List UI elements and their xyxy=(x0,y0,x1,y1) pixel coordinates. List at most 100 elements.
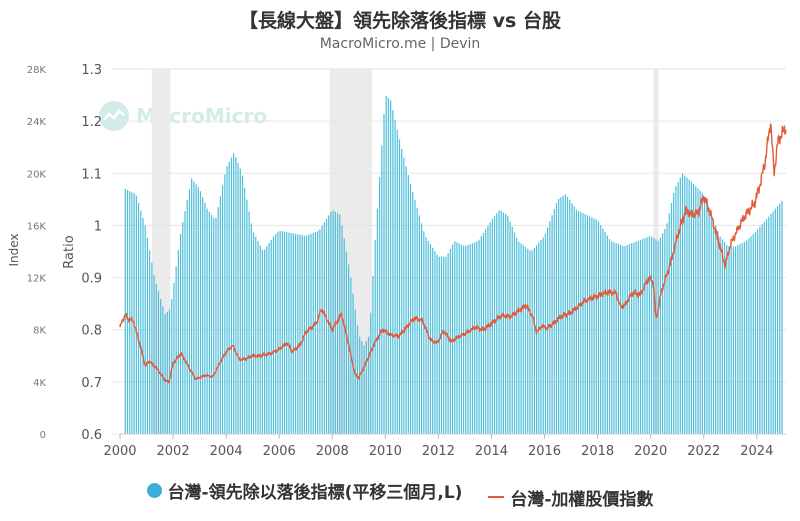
bar xyxy=(577,210,580,434)
bar xyxy=(480,236,482,434)
bar xyxy=(781,200,783,434)
y-right-tick-label: 0.8 xyxy=(81,324,102,339)
bar xyxy=(257,241,259,434)
bar xyxy=(383,113,385,435)
bar xyxy=(235,157,237,435)
bar xyxy=(613,242,615,434)
bar xyxy=(655,239,657,434)
bar xyxy=(290,232,292,434)
bar xyxy=(370,312,372,434)
bar xyxy=(166,311,168,434)
bar xyxy=(549,221,551,434)
bar xyxy=(496,213,498,434)
bar xyxy=(237,162,239,434)
bar xyxy=(241,175,244,434)
bar xyxy=(378,176,381,434)
legend-item-leading-lagging[interactable]: 台灣-領先除以落後指標(平移三個月,L) xyxy=(146,478,463,503)
bar xyxy=(690,181,692,434)
legend-label-taiex: 台灣-加權股價指數 xyxy=(510,489,654,510)
bar xyxy=(558,198,560,434)
bar xyxy=(179,233,182,434)
bar xyxy=(460,244,463,434)
bar xyxy=(392,110,394,434)
y-left-tick-label: 16K xyxy=(27,221,47,232)
bar xyxy=(443,256,445,434)
bar xyxy=(513,232,516,434)
bar xyxy=(704,196,706,434)
bar xyxy=(584,214,586,434)
bar xyxy=(277,231,279,434)
bar xyxy=(511,226,513,434)
y-right-tick-label: 0.7 xyxy=(81,376,102,391)
bar xyxy=(330,211,332,434)
bar xyxy=(750,236,752,434)
bar xyxy=(244,187,246,434)
y-left-tick-label: 24K xyxy=(27,117,47,128)
bar xyxy=(774,208,776,434)
bar xyxy=(292,233,294,434)
bar xyxy=(648,236,650,434)
bar xyxy=(573,206,575,434)
x-tick-label: 2018 xyxy=(581,444,614,459)
bar xyxy=(628,244,631,434)
bar xyxy=(407,175,409,434)
x-tick-label: 2008 xyxy=(316,444,349,459)
legend-item-taiex[interactable]: 台灣-加權股價指數 xyxy=(488,485,653,510)
bar xyxy=(482,232,485,434)
bar xyxy=(184,211,186,434)
bar xyxy=(157,291,160,434)
bar xyxy=(715,225,717,434)
y-right-tick-label: 1.1 xyxy=(81,167,102,182)
bar xyxy=(692,184,695,434)
x-tick-label: 2004 xyxy=(210,444,243,459)
bar xyxy=(575,209,577,434)
bar xyxy=(447,253,449,434)
bar xyxy=(224,174,226,434)
x-tick-label: 2012 xyxy=(422,444,455,459)
bar xyxy=(319,229,321,434)
bar xyxy=(151,262,153,434)
bar xyxy=(252,232,255,434)
bar xyxy=(317,231,319,434)
bar xyxy=(666,223,668,434)
bar xyxy=(133,193,135,434)
bar xyxy=(272,236,275,434)
bar xyxy=(606,235,608,434)
bar xyxy=(664,228,666,434)
bar xyxy=(699,190,701,434)
bar xyxy=(684,175,686,435)
x-tick-label: 2016 xyxy=(528,444,561,459)
bar xyxy=(728,246,730,434)
bar xyxy=(604,232,606,434)
bar xyxy=(675,186,677,434)
legend-label-leading-lagging: 台灣-領先除以落後指標(平移三個月,L) xyxy=(167,483,463,503)
bar xyxy=(281,231,283,434)
bar xyxy=(679,177,681,434)
bar xyxy=(336,213,339,434)
bar xyxy=(124,188,126,434)
bar xyxy=(168,309,171,434)
bar xyxy=(202,197,204,434)
bar xyxy=(339,214,341,434)
bar xyxy=(631,243,633,434)
bar xyxy=(469,244,471,434)
bar xyxy=(191,178,193,434)
bar xyxy=(204,202,206,434)
bar xyxy=(149,250,151,434)
bar xyxy=(217,207,219,434)
bar xyxy=(493,216,496,434)
legend-line-swatch-icon xyxy=(488,496,505,498)
bar xyxy=(259,245,261,434)
taiex-line-layer xyxy=(119,123,787,384)
bar xyxy=(445,256,447,434)
bar xyxy=(310,233,312,434)
bar xyxy=(348,264,350,434)
y-right-tick-label: 0.9 xyxy=(81,272,102,287)
y-right-tick-label: 1.3 xyxy=(81,63,102,78)
bar xyxy=(308,234,310,434)
bar xyxy=(489,222,491,434)
bar xyxy=(608,238,611,434)
bar xyxy=(325,218,328,434)
bar xyxy=(743,241,746,434)
bar xyxy=(137,203,140,434)
